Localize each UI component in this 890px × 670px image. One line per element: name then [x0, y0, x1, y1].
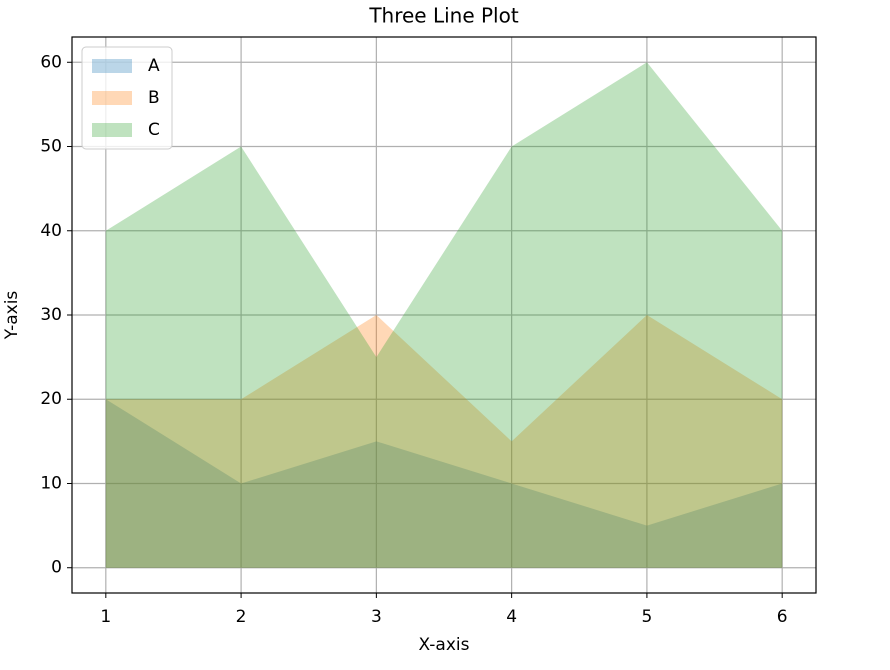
- y-tick-label: 0: [51, 558, 62, 578]
- y-tick-label: 30: [40, 305, 62, 325]
- legend-label: A: [148, 56, 160, 76]
- y-tick-label: 20: [40, 389, 62, 409]
- x-tick-label: 6: [777, 607, 788, 627]
- area: [105, 62, 783, 568]
- legend-swatch: [92, 123, 132, 137]
- chart-title: Three Line Plot: [368, 4, 519, 28]
- legend-label: C: [148, 120, 160, 140]
- legend-label: B: [148, 88, 160, 108]
- y-tick-label: 50: [40, 137, 62, 157]
- x-tick-label: 2: [236, 607, 247, 627]
- legend-box: [81, 46, 173, 150]
- plot-frame: [71, 36, 817, 594]
- legend-swatch: [92, 91, 132, 105]
- y-tick-label: 60: [40, 52, 62, 72]
- y-axis-label: Y-axis: [2, 291, 22, 341]
- area: [105, 315, 783, 568]
- legend-swatch: [92, 59, 132, 73]
- x-tick-label: 3: [371, 607, 382, 627]
- y-tick-label: 40: [40, 221, 62, 241]
- x-tick-label: 4: [506, 607, 517, 627]
- x-tick-label: 1: [100, 607, 111, 627]
- x-axis-label: X-axis: [419, 635, 470, 655]
- x-tick-label: 5: [641, 607, 652, 627]
- y-tick-label: 10: [40, 473, 62, 493]
- area: [105, 399, 783, 568]
